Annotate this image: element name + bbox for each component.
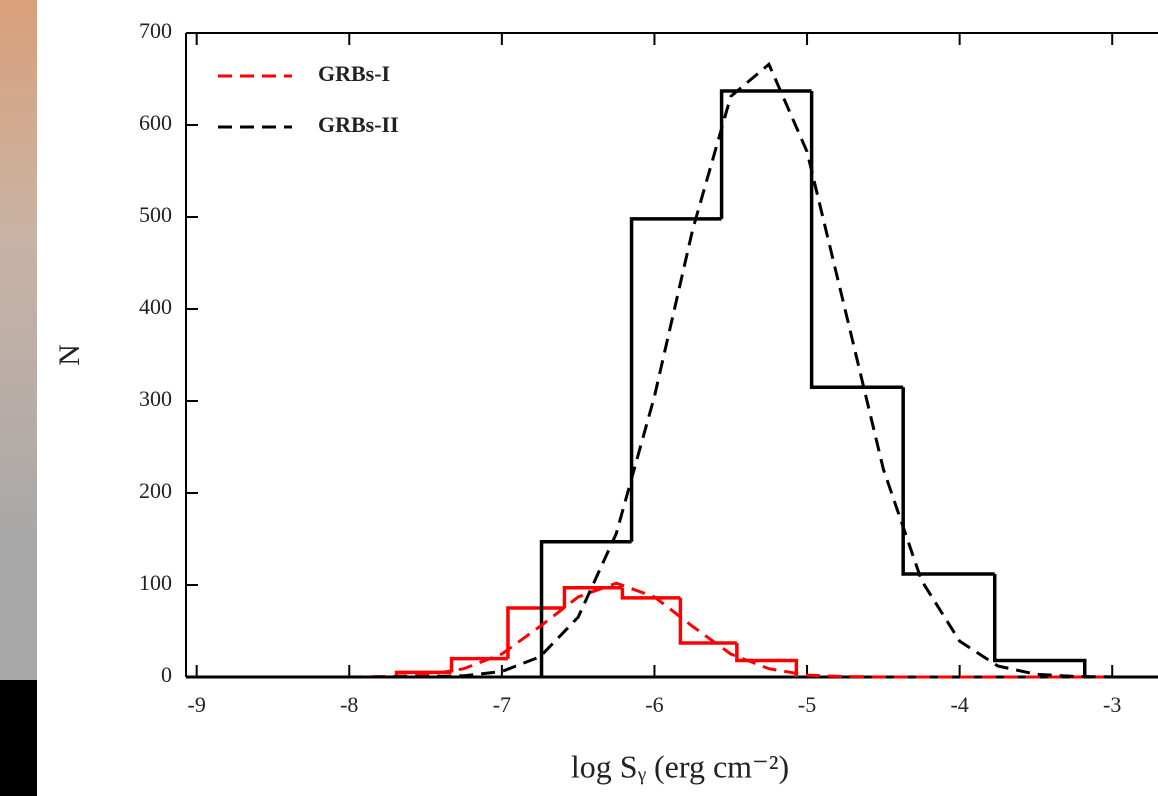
x-tick-label: -4 <box>950 692 968 717</box>
background-strip-dark <box>0 680 37 796</box>
x-tick-label: -6 <box>645 692 663 717</box>
histogram-bar <box>809 90 904 389</box>
y-axis-label: N <box>53 344 86 366</box>
legend-label: GRBs-I <box>318 61 390 86</box>
x-axis-label: log Sᵧ (erg cm⁻²) <box>571 748 789 784</box>
y-tick-label: 200 <box>139 478 172 503</box>
histogram-bar <box>901 387 995 576</box>
histogram-bar <box>719 89 812 219</box>
histogram-bar <box>539 540 632 677</box>
histogram-bar <box>735 642 799 677</box>
x-tick-label: -5 <box>798 692 816 717</box>
x-tick-label: -7 <box>493 692 511 717</box>
fit-curve <box>349 581 1113 679</box>
y-tick-label: 100 <box>139 570 172 595</box>
histogram-bar <box>620 587 681 600</box>
histogram-bar <box>629 217 722 542</box>
legend-label: GRBs-II <box>318 112 399 137</box>
background-strip <box>0 0 37 680</box>
histogram-bar <box>992 573 1087 677</box>
fit-curve <box>349 61 1113 679</box>
histogram-bar <box>678 597 737 645</box>
y-tick-label: 500 <box>139 202 172 227</box>
x-tick-label: -8 <box>340 692 358 717</box>
x-tick-label: -9 <box>188 692 206 717</box>
y-tick-label: 600 <box>139 110 172 135</box>
y-tick-label: 400 <box>139 294 172 319</box>
y-tick-label: 300 <box>139 386 172 411</box>
x-tick-label: -3 <box>1103 692 1121 717</box>
histogram-bar <box>506 606 565 659</box>
panel <box>37 0 1158 796</box>
y-tick-label: 0 <box>161 662 172 687</box>
y-tick-label: 700 <box>139 18 172 43</box>
